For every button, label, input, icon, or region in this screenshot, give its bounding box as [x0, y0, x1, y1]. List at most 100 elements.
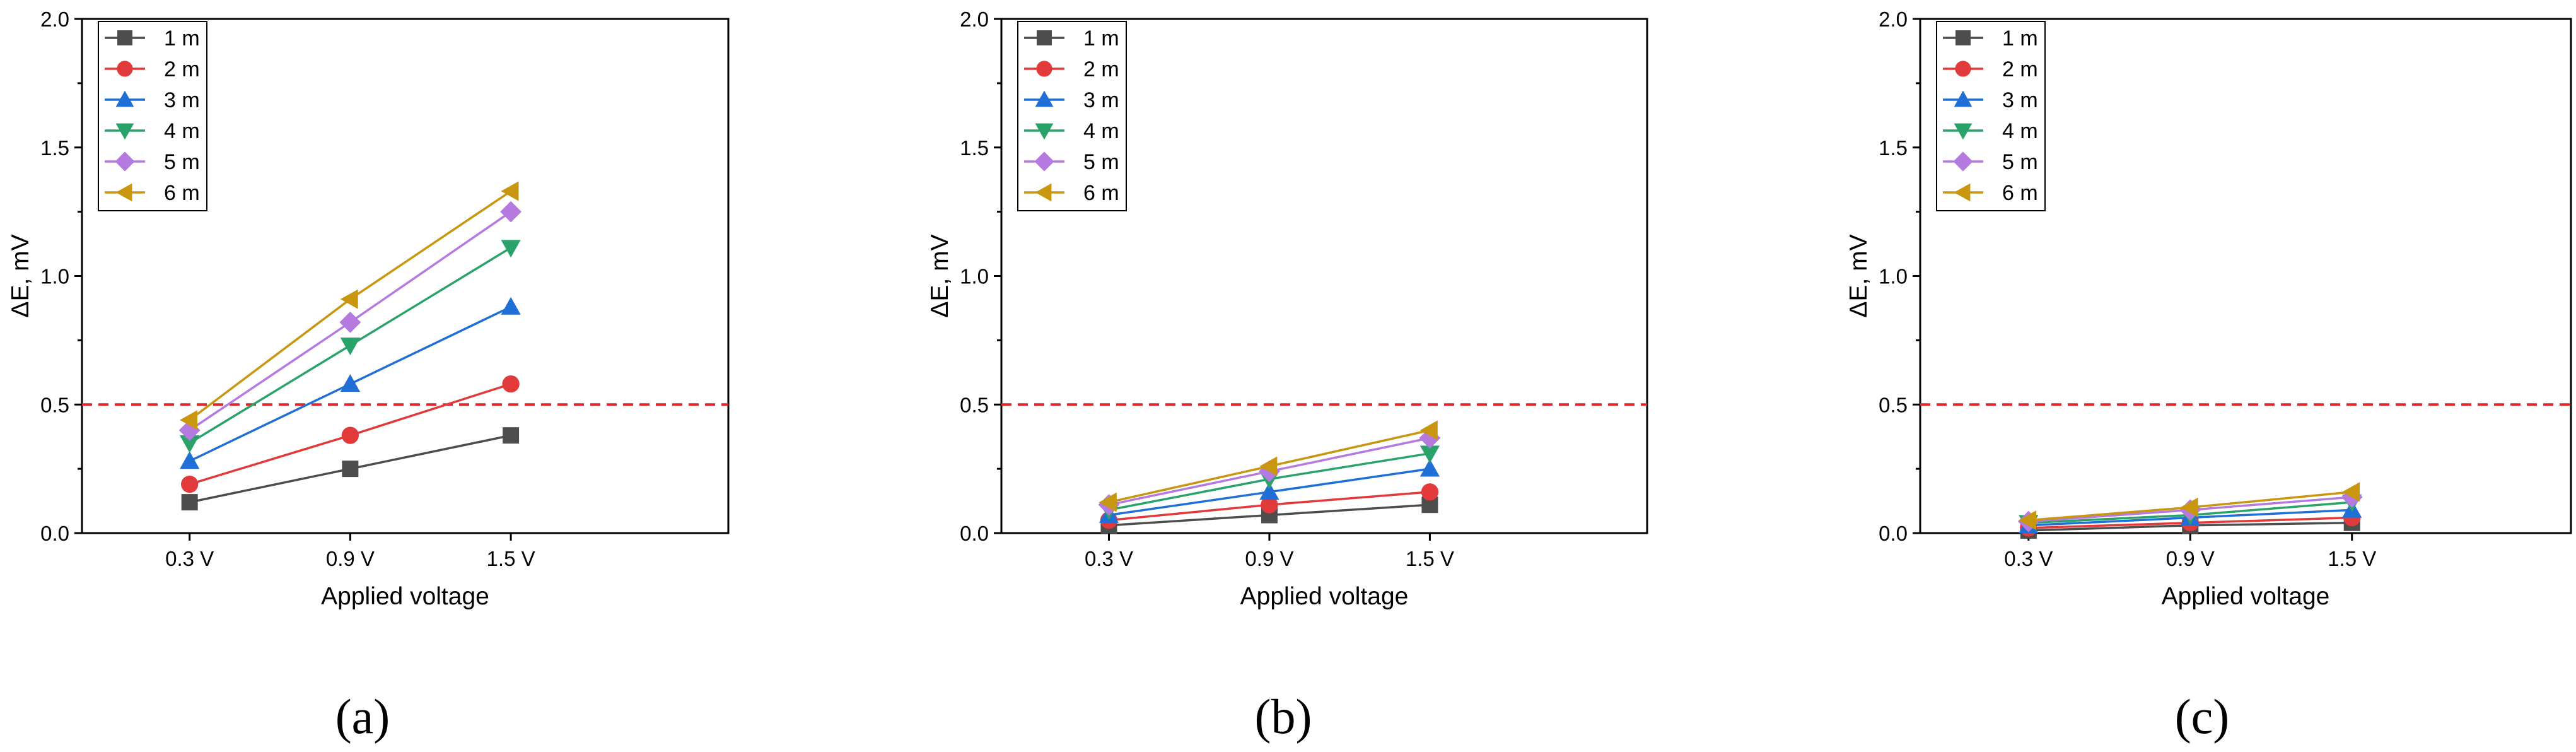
- legend-label: 1 m: [164, 26, 200, 50]
- data-point: [501, 240, 521, 258]
- legend-label: 6 m: [164, 181, 200, 205]
- data-point: [181, 494, 198, 511]
- data-point: [1419, 445, 1440, 464]
- panel-caption: (b): [1255, 689, 1312, 744]
- legend-marker: [1955, 30, 1971, 45]
- y-tick-label: 0.0: [960, 522, 989, 545]
- legend-marker: [1954, 123, 1973, 140]
- data-point: [341, 426, 359, 444]
- y-tick-label: 1.5: [1879, 136, 1908, 160]
- series-6m: [2019, 482, 2360, 531]
- series-6m: [180, 181, 519, 430]
- legend-marker: [117, 30, 132, 45]
- legend-marker: [1036, 61, 1052, 77]
- legend-marker: [117, 61, 133, 77]
- legend-label: 6 m: [1083, 181, 1119, 205]
- x-tick-label: 0.9 V: [1245, 547, 1293, 570]
- data-point: [340, 338, 360, 356]
- legend-label: 4 m: [164, 119, 200, 143]
- legend-marker: [1955, 61, 1971, 77]
- legend-label: 5 m: [164, 150, 200, 174]
- legend-label: 1 m: [2002, 26, 2038, 50]
- legend-label: 3 m: [164, 88, 200, 112]
- y-axis-title: ΔE, mV: [926, 234, 953, 317]
- legend-marker: [115, 123, 134, 140]
- legend-label: 1 m: [1083, 26, 1119, 50]
- x-tick-label: 1.5 V: [487, 547, 535, 570]
- data-point: [1099, 492, 1117, 512]
- y-tick-label: 0.5: [40, 393, 69, 416]
- x-tick-label: 0.3 V: [2004, 547, 2053, 570]
- data-point: [502, 375, 520, 393]
- y-tick-label: 2.0: [40, 8, 69, 31]
- legend-marker: [1037, 30, 1052, 45]
- legend-marker: [115, 151, 135, 172]
- data-point: [180, 451, 200, 469]
- legend-marker: [115, 90, 134, 107]
- y-tick-label: 1.5: [40, 136, 69, 160]
- legend-marker: [1034, 151, 1054, 172]
- panel-caption: (a): [335, 689, 390, 744]
- series-5m: [178, 201, 522, 441]
- series-2m: [181, 375, 520, 493]
- y-tick-label: 0.5: [960, 393, 989, 416]
- y-tick-label: 1.0: [1879, 265, 1908, 288]
- series-6m: [1099, 420, 1438, 512]
- x-axis-title: Applied voltage: [321, 583, 489, 610]
- data-point: [340, 289, 358, 309]
- data-point: [503, 427, 520, 444]
- legend-box: [1017, 21, 1127, 211]
- x-tick-label: 0.9 V: [2166, 547, 2215, 570]
- x-tick-label: 0.9 V: [326, 547, 375, 570]
- y-tick-label: 0.0: [40, 522, 69, 545]
- chart-panel-a: 0.0 0.5 1.0 1.5 2.0 0.3 V 0.9 V 1.5 V Applied vo…: [7, 8, 730, 744]
- data-point: [501, 181, 519, 201]
- y-axis-title: ΔE, mV: [1845, 234, 1872, 317]
- data-point: [1419, 420, 1438, 440]
- legend-label: 3 m: [2002, 88, 2038, 112]
- y-tick-label: 1.0: [960, 265, 989, 288]
- legend-marker: [1035, 123, 1054, 140]
- data-point: [1259, 482, 1279, 500]
- data-point: [180, 410, 198, 430]
- legend-marker: [1954, 90, 1973, 107]
- series-3m: [180, 297, 521, 469]
- legend-label: 2 m: [164, 57, 200, 81]
- x-tick-label: 0.3 V: [165, 547, 214, 570]
- y-tick-label: 1.5: [960, 136, 989, 160]
- legend-marker: [115, 183, 132, 202]
- data-point: [181, 475, 199, 493]
- data-point: [2342, 482, 2360, 502]
- legend-label: 4 m: [2002, 119, 2038, 143]
- data-point: [2019, 510, 2037, 531]
- data-point: [340, 374, 360, 392]
- x-axis-title: Applied voltage: [1240, 583, 1409, 610]
- y-tick-label: 0.0: [1879, 522, 1908, 545]
- legend-label: 4 m: [1083, 119, 1119, 143]
- data-point: [339, 311, 361, 333]
- data-point: [501, 297, 521, 315]
- x-tick-label: 1.5 V: [2328, 547, 2376, 570]
- data-point: [1261, 496, 1278, 514]
- data-point: [180, 435, 200, 453]
- series-4m: [180, 240, 521, 453]
- data-point: [500, 201, 522, 223]
- panel-caption: (c): [2175, 689, 2230, 744]
- data-point: [2180, 497, 2198, 517]
- legend-marker: [1954, 183, 1971, 202]
- data-point: [342, 461, 359, 478]
- x-tick-label: 0.3 V: [1085, 547, 1133, 570]
- y-tick-label: 1.0: [40, 265, 69, 288]
- legend-marker: [1035, 90, 1054, 107]
- y-tick-label: 0.5: [1879, 393, 1908, 416]
- y-tick-label: 2.0: [1879, 8, 1908, 31]
- legend-box: [1936, 21, 2046, 211]
- chart-panel-c: 0.0 0.5 1.0 1.5 2.0 0.3 V 0.9 V 1.5 V Applied vo…: [1845, 8, 2572, 744]
- legend-label: 5 m: [1083, 150, 1119, 174]
- x-axis-title: Applied voltage: [2162, 583, 2330, 610]
- legend-label: 6 m: [2002, 181, 2038, 205]
- chart-panel-b: 0.0 0.5 1.0 1.5 2.0 0.3 V 0.9 V 1.5 V Applied vo…: [926, 8, 1648, 744]
- y-tick-label: 2.0: [960, 8, 989, 31]
- data-point: [1259, 456, 1278, 476]
